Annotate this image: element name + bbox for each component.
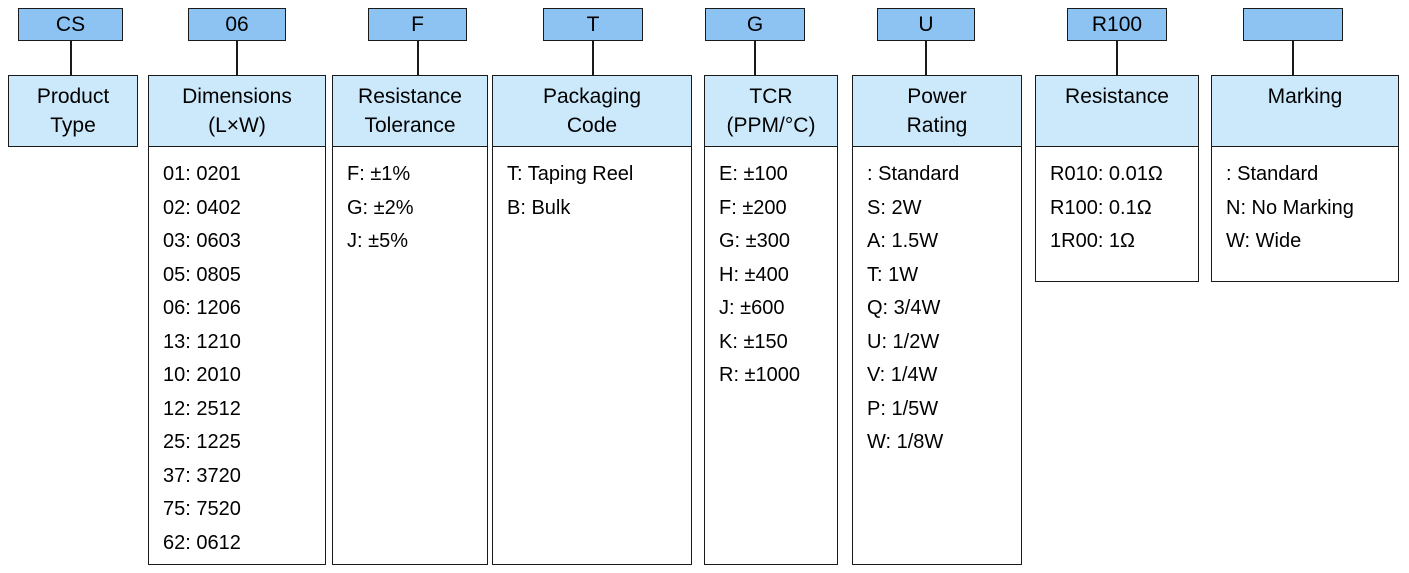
header-line: Resistance xyxy=(358,85,462,108)
option-item: T: 1W xyxy=(867,263,919,286)
header-line: Product xyxy=(36,85,110,108)
option-item: 06: 1206 xyxy=(163,297,241,319)
option-item: 25: 1225 xyxy=(163,431,241,453)
code-box-product_type[interactable]: CS xyxy=(18,8,123,41)
option-item: G: ±2% xyxy=(347,196,414,219)
option-item: W: Wide xyxy=(1226,230,1302,252)
option-item: F: ±200 xyxy=(719,196,787,219)
header-packaging_code: Packaging Code xyxy=(492,75,692,147)
option-item: Q: 3/4W xyxy=(867,297,941,319)
header-product_type: Product Type xyxy=(8,75,138,147)
connector-line-packaging_code xyxy=(592,41,594,75)
option-item: 1R00: 1Ω xyxy=(1050,230,1135,252)
header-line: Power xyxy=(907,85,967,108)
header-line: Rating xyxy=(906,114,968,137)
option-item: T: Taping Reel xyxy=(507,163,634,185)
option-item: S: 2W xyxy=(867,196,922,219)
option-item: K: ±150 xyxy=(719,330,788,353)
header-line: (PPM/°C) xyxy=(726,114,816,137)
option-item: : Standard xyxy=(867,163,960,185)
option-item: N: No Marking xyxy=(1226,196,1354,219)
header-line: Marking xyxy=(1267,85,1343,108)
option-item: J: ±5% xyxy=(347,230,408,252)
option-item: 10: 2010 xyxy=(163,364,241,386)
header-line: Dimensions xyxy=(182,85,292,108)
option-item: 02: 0402 xyxy=(163,196,241,219)
option-item: 13: 1210 xyxy=(163,330,241,353)
options-list-tcr: E: ±100 F: ±200 G: ±300 H: ±400 J: ±600 K: ±1… xyxy=(704,147,838,565)
option-item: W: 1/8W xyxy=(867,431,944,453)
connector-line-marking xyxy=(1292,41,1294,75)
header-line: (L×W) xyxy=(208,114,266,137)
header-line: Tolerance xyxy=(364,114,456,137)
option-item: R: ±1000 xyxy=(719,364,801,386)
header-line: TCR xyxy=(749,85,793,108)
connector-line-resistance xyxy=(1116,41,1118,75)
header-line: Type xyxy=(50,114,96,137)
header-line: Code xyxy=(566,114,618,137)
header-tcr: TCR (PPM/°C) xyxy=(704,75,838,147)
option-item: 01: 0201 xyxy=(163,163,241,185)
header-marking: Marking xyxy=(1211,75,1399,147)
code-box-tcr[interactable]: G xyxy=(705,8,805,41)
header-line: Resistance xyxy=(1065,85,1169,108)
options-list-power_rating: : Standard S: 2W A: 1.5W T: 1W Q: 3/4W U: 1/2… xyxy=(852,147,1022,565)
options-list-resistance_tolerance: F: ±1% G: ±2% J: ±5% xyxy=(332,147,488,565)
option-item: B: Bulk xyxy=(507,196,571,219)
code-box-resistance[interactable]: R100 xyxy=(1067,8,1167,41)
connector-line-power_rating xyxy=(925,41,927,75)
option-item: 62: 0612 xyxy=(163,531,241,554)
header-power_rating: Power Rating xyxy=(852,75,1022,147)
option-item: U: 1/2W xyxy=(867,330,940,353)
option-item: 12: 2512 xyxy=(163,397,241,420)
header-line: Packaging xyxy=(542,85,642,108)
options-list-packaging_code: T: Taping Reel B: Bulk xyxy=(492,147,692,565)
header-resistance: Resistance xyxy=(1035,75,1199,147)
connector-line-dimensions xyxy=(236,41,238,75)
connector-line-product_type xyxy=(70,41,72,75)
option-item: R010: 0.01Ω xyxy=(1050,163,1163,185)
option-item: 03: 0603 xyxy=(163,230,241,252)
option-item: F: ±1% xyxy=(347,163,411,185)
option-item: A: 1.5W xyxy=(867,230,939,252)
options-list-resistance: R010: 0.01Ω R100: 0.1Ω 1R00: 1Ω xyxy=(1035,147,1199,282)
code-box-packaging_code[interactable]: T xyxy=(543,8,643,41)
option-item: 75: 7520 xyxy=(163,498,241,520)
option-item: 05: 0805 xyxy=(163,263,241,286)
option-item: V: 1/4W xyxy=(867,364,938,386)
option-item: 37: 3720 xyxy=(163,464,241,487)
code-box-resistance_tolerance[interactable]: F xyxy=(368,8,467,41)
option-item: P: 1/5W xyxy=(867,397,939,420)
code-box-dimensions[interactable]: 06 xyxy=(188,8,286,41)
options-list-marking: : Standard N: No Marking W: Wide xyxy=(1211,147,1399,282)
option-item: E: ±100 xyxy=(719,163,788,185)
options-list-dimensions: 01: 0201 02: 0402 03: 0603 05: 0805 06: 1206… xyxy=(148,147,326,565)
connector-line-tcr xyxy=(754,41,756,75)
option-item: R100: 0.1Ω xyxy=(1050,196,1152,219)
option-item: H: ±400 xyxy=(719,263,789,286)
code-box-marking[interactable] xyxy=(1243,8,1343,41)
option-item: : Standard xyxy=(1226,163,1319,185)
header-dimensions: Dimensions (L×W) xyxy=(148,75,326,147)
connector-line-resistance_tolerance xyxy=(417,41,419,75)
option-item: J: ±600 xyxy=(719,297,785,319)
option-item: G: ±300 xyxy=(719,230,791,252)
code-box-power_rating[interactable]: U xyxy=(877,8,975,41)
header-resistance_tolerance: Resistance Tolerance xyxy=(332,75,488,147)
